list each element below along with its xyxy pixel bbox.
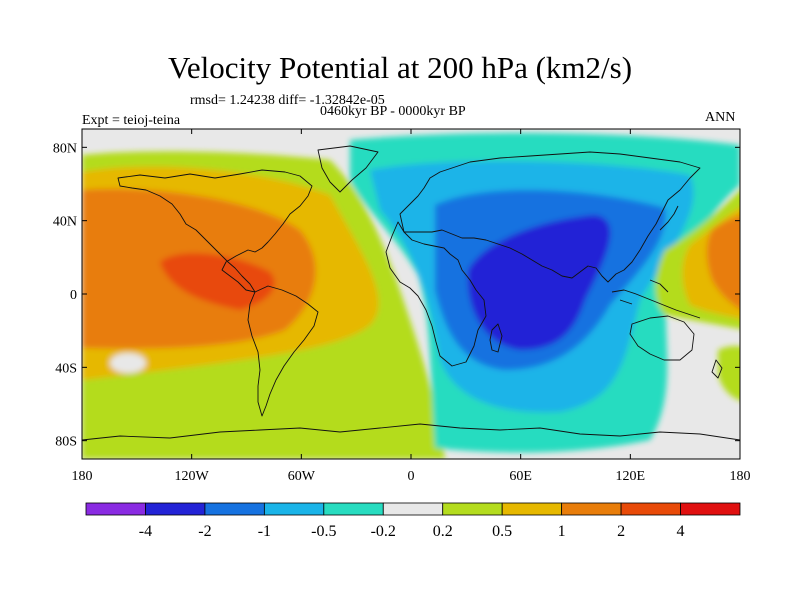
colorbar-swatch [263, 502, 325, 516]
stats-label: rmsd= 1.24238 diff= -1.32842e-05 [190, 93, 385, 108]
experiment-label: Expt = teioj-teina [82, 113, 181, 128]
x-tick-label: 60E [509, 469, 532, 484]
x-tick-label: 0 [408, 469, 415, 484]
japan-coastline [659, 205, 679, 231]
colorbar-swatch [442, 502, 503, 516]
maritime-continent-coastline [611, 279, 701, 319]
y-tick-label: 80N [53, 141, 77, 156]
antarctica-coastline [82, 423, 740, 441]
contour-region-south-pacific-0.2 [718, 345, 740, 401]
europe-africa-coastline [385, 221, 487, 367]
colorbar-swatch [620, 502, 681, 516]
south-america-coastline [247, 285, 319, 417]
period-label: 0460kyr BP - 0000kyr BP [320, 104, 466, 119]
x-tick-label: 60W [288, 469, 316, 484]
contour-region-positive-2 [160, 253, 275, 310]
colorbar-label: 0.2 [433, 523, 453, 540]
season-label: ANN [705, 110, 736, 125]
colorbar-label: 4 [677, 523, 685, 540]
contour-region-negative-2 [467, 215, 611, 350]
colorbar-label: -0.5 [311, 523, 336, 540]
y-tick-label: 80S [55, 435, 77, 450]
colorbar-label: -1 [258, 523, 271, 540]
colorbar-swatch [85, 502, 146, 516]
y-tick-label: 0 [70, 288, 77, 303]
y-axis: 80N 40N 0 40S 80S [53, 141, 740, 450]
x-axis: 180 120W 60W 0 60E 120E 180 [72, 129, 751, 484]
new-zealand-coastline [711, 359, 723, 379]
eurasia-coastline [399, 151, 701, 283]
coastlines [82, 145, 740, 441]
madagascar-coastline [489, 323, 503, 353]
colorbar-label: 1 [558, 523, 566, 540]
colorbar-swatch [501, 502, 563, 516]
colorbar-swatch [561, 502, 622, 516]
colorbar-label: 0.5 [492, 523, 512, 540]
x-tick-label: 120E [616, 469, 646, 484]
colorbar-swatch [145, 502, 206, 516]
y-tick-label: 40S [55, 361, 77, 376]
colorbar-label: 2 [617, 523, 625, 540]
x-tick-label: 180 [72, 469, 93, 484]
colorbar-swatch [680, 502, 741, 516]
contour-region-neutral-south-pacific [110, 353, 146, 373]
colorbar: -4 -2 -1 -0.5 -0.2 0.2 0.5 1 2 4 [85, 502, 741, 540]
contour-region-west-pacific-1 [706, 215, 740, 310]
colorbar-swatch [382, 502, 444, 516]
colorbar-label: -0.2 [371, 523, 396, 540]
colorbar-swatch [323, 502, 384, 516]
colorbar-label: -4 [139, 523, 152, 540]
contour-field [82, 129, 740, 459]
colorbar-label: -2 [198, 523, 211, 540]
north-america-coastline [117, 169, 313, 293]
greenland-coastline [317, 145, 379, 193]
x-tick-label: 180 [730, 469, 751, 484]
y-tick-label: 40N [53, 215, 77, 230]
colorbar-swatch [204, 502, 265, 516]
chart-title: Velocity Potential at 200 hPa (km2/s) [167, 50, 633, 85]
australia-coastline [629, 315, 695, 361]
x-tick-label: 120W [175, 469, 210, 484]
